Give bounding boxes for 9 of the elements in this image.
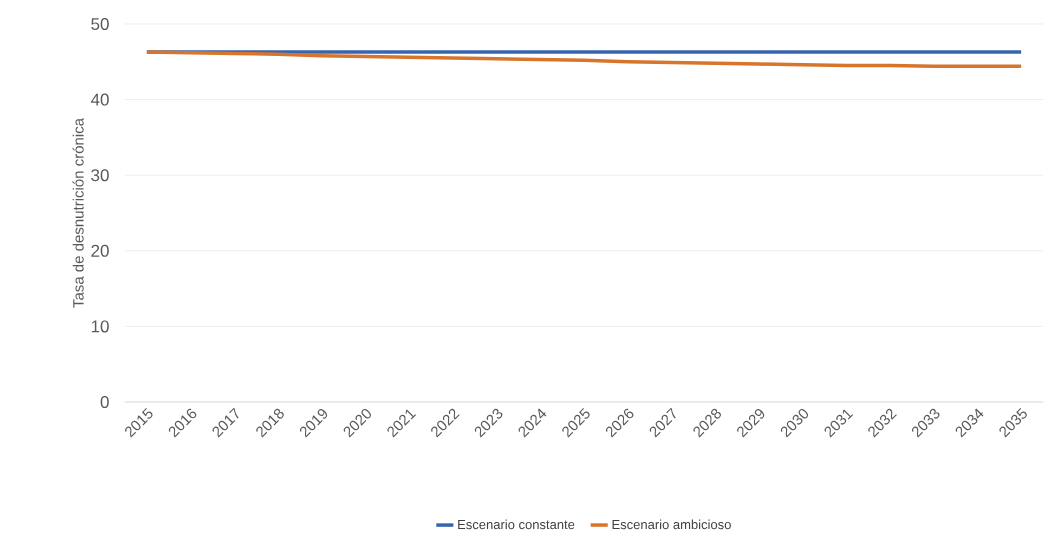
y-tick-label: 0 (100, 395, 109, 409)
y-tick-label: 50 (91, 17, 109, 31)
y-tick-label: 20 (91, 244, 109, 257)
y-axis-title: Tasa de desnutrición crónica (72, 117, 84, 308)
y-tick-label: 30 (91, 169, 109, 182)
y-tick-label: 40 (90, 93, 109, 106)
legend-label: Escenario ambicioso (612, 519, 731, 530)
legend-label: Escenario constante (458, 519, 575, 530)
y-tick-label: 10 (91, 320, 109, 333)
